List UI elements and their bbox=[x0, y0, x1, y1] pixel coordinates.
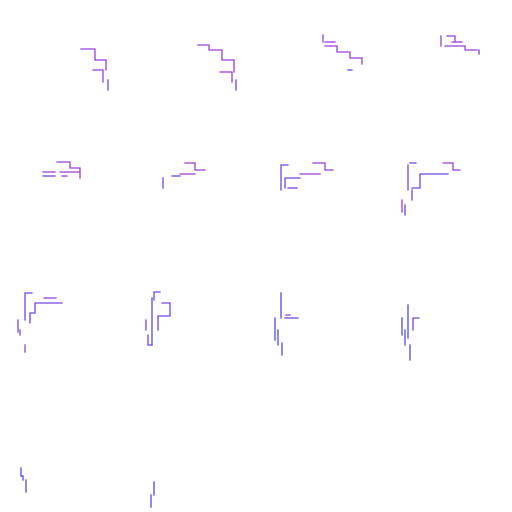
stroke bbox=[280, 164, 289, 191]
stroke bbox=[80, 48, 107, 71]
frame-6 bbox=[162, 162, 206, 189]
stroke bbox=[147, 334, 153, 346]
frame-14 bbox=[150, 481, 155, 508]
frame-4 bbox=[440, 35, 480, 55]
stroke bbox=[219, 71, 233, 83]
stroke bbox=[412, 317, 420, 331]
frame-13 bbox=[20, 467, 27, 493]
stroke bbox=[284, 177, 301, 189]
stroke bbox=[324, 45, 363, 65]
stroke bbox=[20, 467, 24, 481]
stroke bbox=[197, 44, 235, 73]
stroke bbox=[411, 173, 449, 189]
frame-5 bbox=[42, 161, 81, 179]
stroke bbox=[184, 162, 206, 171]
stroke bbox=[157, 302, 171, 331]
frame-9 bbox=[17, 292, 63, 353]
stroke bbox=[312, 162, 334, 171]
stroke bbox=[442, 162, 461, 171]
stroke bbox=[92, 69, 104, 83]
stroke bbox=[153, 291, 161, 301]
frame-8 bbox=[401, 162, 461, 216]
frame-2 bbox=[197, 44, 237, 91]
stroke bbox=[446, 35, 456, 43]
frame-1 bbox=[80, 48, 109, 91]
frame-12 bbox=[401, 304, 420, 361]
frame-7 bbox=[280, 162, 334, 191]
stroke bbox=[24, 292, 33, 321]
frame-3 bbox=[322, 34, 363, 71]
stroke bbox=[444, 45, 478, 51]
stroke bbox=[29, 302, 63, 324]
stroke bbox=[56, 161, 81, 179]
frame-11 bbox=[274, 292, 299, 356]
frame-10 bbox=[145, 291, 171, 346]
